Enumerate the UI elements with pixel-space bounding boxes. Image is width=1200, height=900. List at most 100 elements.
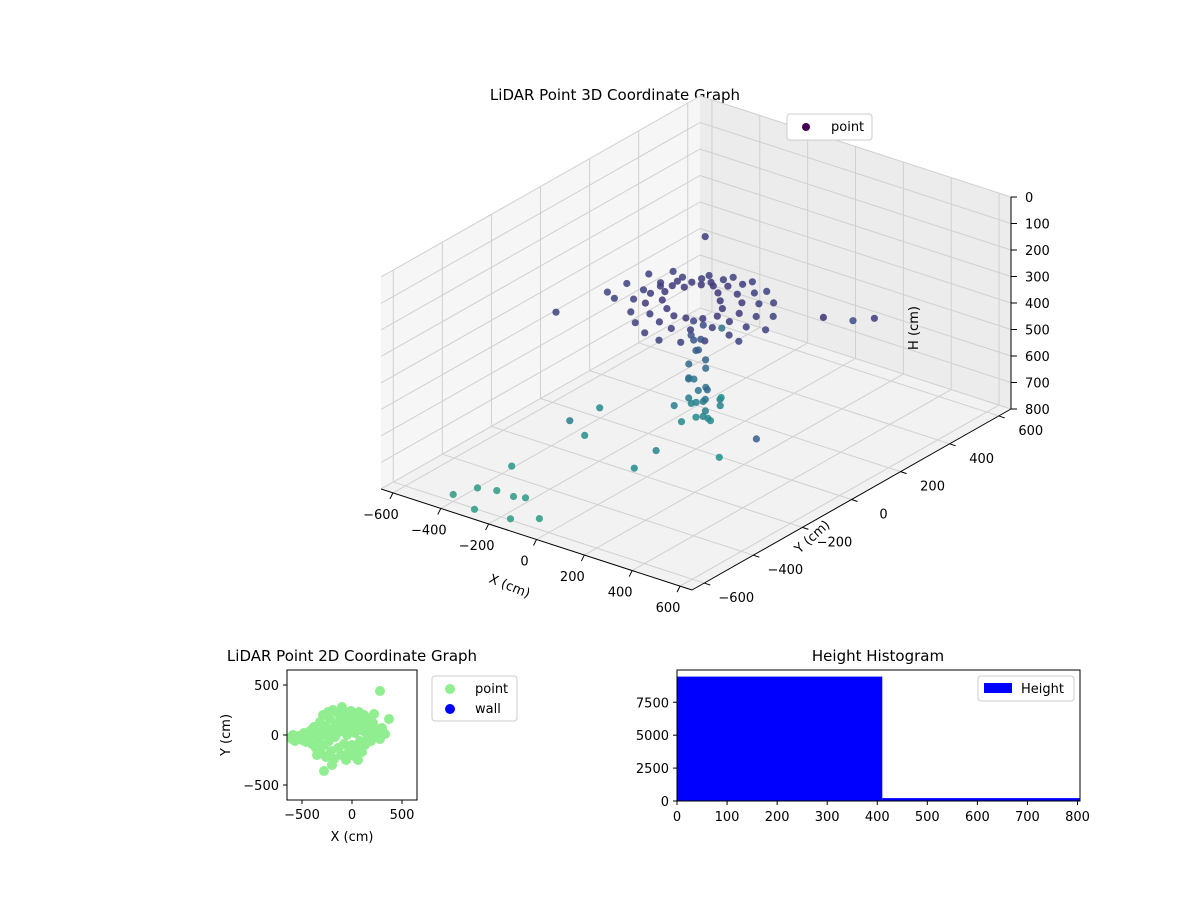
data-point-3d xyxy=(493,487,501,495)
data-point-3d xyxy=(680,283,688,291)
histogram-ticks: 0 100 200 300 400 500 600 700 800 0 2500 5000 7500 xyxy=(636,696,1090,825)
data-point-3d xyxy=(750,289,759,297)
histogram-title: Height Histogram xyxy=(812,647,944,665)
z-tick-label: 500 xyxy=(1025,324,1050,339)
chart-2d-legend: point wall xyxy=(431,675,518,722)
grid-line-z-left xyxy=(380,95,701,278)
data-point-3d xyxy=(641,329,649,337)
grid-line-z-back xyxy=(699,228,1012,330)
grid-line-z-back xyxy=(699,254,1012,357)
data-point-3d xyxy=(688,278,696,286)
grid-line-z-back xyxy=(699,122,1012,224)
grid-line-y-floor xyxy=(589,370,901,473)
x-tick-mark xyxy=(628,570,633,577)
data-point-2d xyxy=(319,766,329,776)
data-point-3d xyxy=(646,289,655,297)
x-tick-mark xyxy=(485,523,490,531)
data-point-3d xyxy=(769,312,777,320)
data-point-3d xyxy=(701,395,709,403)
y-tick-label: 500 xyxy=(254,679,279,694)
x-tick-label: 200 xyxy=(765,810,790,825)
data-point-3d xyxy=(677,418,686,426)
chart-3d-legend-box xyxy=(786,113,873,141)
grid-line-z-left xyxy=(380,175,701,357)
data-point-3d xyxy=(687,399,695,407)
data-point-3d xyxy=(708,324,716,332)
y-tick-mark xyxy=(704,582,711,586)
y-tick-label: 0 xyxy=(661,795,669,810)
data-point-3d xyxy=(699,315,707,323)
grid-line-z-left xyxy=(380,122,701,304)
y-tick-label: 5000 xyxy=(636,729,669,744)
data-point-3d xyxy=(692,413,700,421)
chart-2d-legend-label-point: point xyxy=(475,682,508,697)
y-tick-label: 0 xyxy=(879,508,887,523)
data-point-3d xyxy=(645,270,653,278)
data-point-3d xyxy=(697,335,705,343)
histogram-bar xyxy=(882,798,1080,801)
data-point-3d xyxy=(610,294,619,302)
data-point-3d xyxy=(506,515,515,523)
data-point-3d xyxy=(762,326,770,334)
histogram-bars xyxy=(677,676,1080,801)
histogram-legend-label: Height xyxy=(1021,682,1064,697)
data-point-3d xyxy=(738,299,746,307)
data-point-3d xyxy=(725,318,734,326)
grid-line-z-back xyxy=(699,95,1012,198)
grid-line-y-floor xyxy=(540,398,852,500)
data-point-3d xyxy=(742,323,750,331)
x-tick-label: 300 xyxy=(815,810,840,825)
data-point-3d xyxy=(716,402,724,410)
data-point-3d xyxy=(715,453,723,461)
data-point-2d xyxy=(375,686,385,696)
grid-line-z-left xyxy=(380,148,701,331)
data-point-3d xyxy=(673,277,682,285)
grid-line-z-left xyxy=(380,201,701,384)
data-point-2d xyxy=(337,702,347,712)
data-point-3d xyxy=(735,309,743,317)
grid-line-z-back xyxy=(699,307,1012,410)
grid-line-y-floor xyxy=(393,481,705,584)
data-point-2d xyxy=(384,714,394,724)
data-point-2d xyxy=(369,709,379,719)
chart-2d-x-axis-label: X (cm) xyxy=(331,830,374,845)
data-point-3d xyxy=(716,297,724,305)
x-tick-label: −500 xyxy=(284,808,320,823)
data-point-3d xyxy=(717,393,725,402)
z-tick-label: 200 xyxy=(1025,244,1050,259)
data-point-3d xyxy=(646,310,654,318)
y-tick-label: −600 xyxy=(718,591,754,606)
x-tick-label: 0 xyxy=(520,555,528,570)
grid-line-z-left xyxy=(380,281,701,463)
chart-3d-legend: point xyxy=(786,113,873,141)
data-point-3d xyxy=(449,490,457,499)
grid-line-z-left xyxy=(380,307,701,490)
data-point-2d xyxy=(353,755,363,765)
data-point-3d xyxy=(707,278,715,286)
data-point-3d xyxy=(535,515,544,523)
data-point-3d xyxy=(596,404,604,412)
x-tick-label: 600 xyxy=(656,601,681,616)
x-tick-mark xyxy=(389,492,394,500)
data-point-3d xyxy=(752,435,761,443)
data-point-3d xyxy=(690,375,698,383)
z-tick-label: 600 xyxy=(1025,350,1050,365)
x-tick-label: 400 xyxy=(608,586,633,601)
y-tick-mark xyxy=(998,415,1005,419)
x-tick-label: −600 xyxy=(363,508,399,523)
y-tick-label: −500 xyxy=(243,779,279,794)
z-tick-label: 700 xyxy=(1025,377,1050,392)
data-point-3d xyxy=(682,314,690,322)
data-point-2d xyxy=(377,723,387,733)
data-point-3d xyxy=(627,308,635,316)
data-point-3d xyxy=(631,319,639,327)
grid-line-y-floor xyxy=(687,314,999,417)
data-point-3d xyxy=(652,447,660,455)
y-tick-label: 400 xyxy=(969,452,994,467)
data-point-3d xyxy=(686,326,695,334)
data-point-3d xyxy=(763,287,771,295)
data-point-3d xyxy=(581,431,589,439)
data-point-3d xyxy=(658,296,666,304)
data-point-3d xyxy=(473,484,482,492)
